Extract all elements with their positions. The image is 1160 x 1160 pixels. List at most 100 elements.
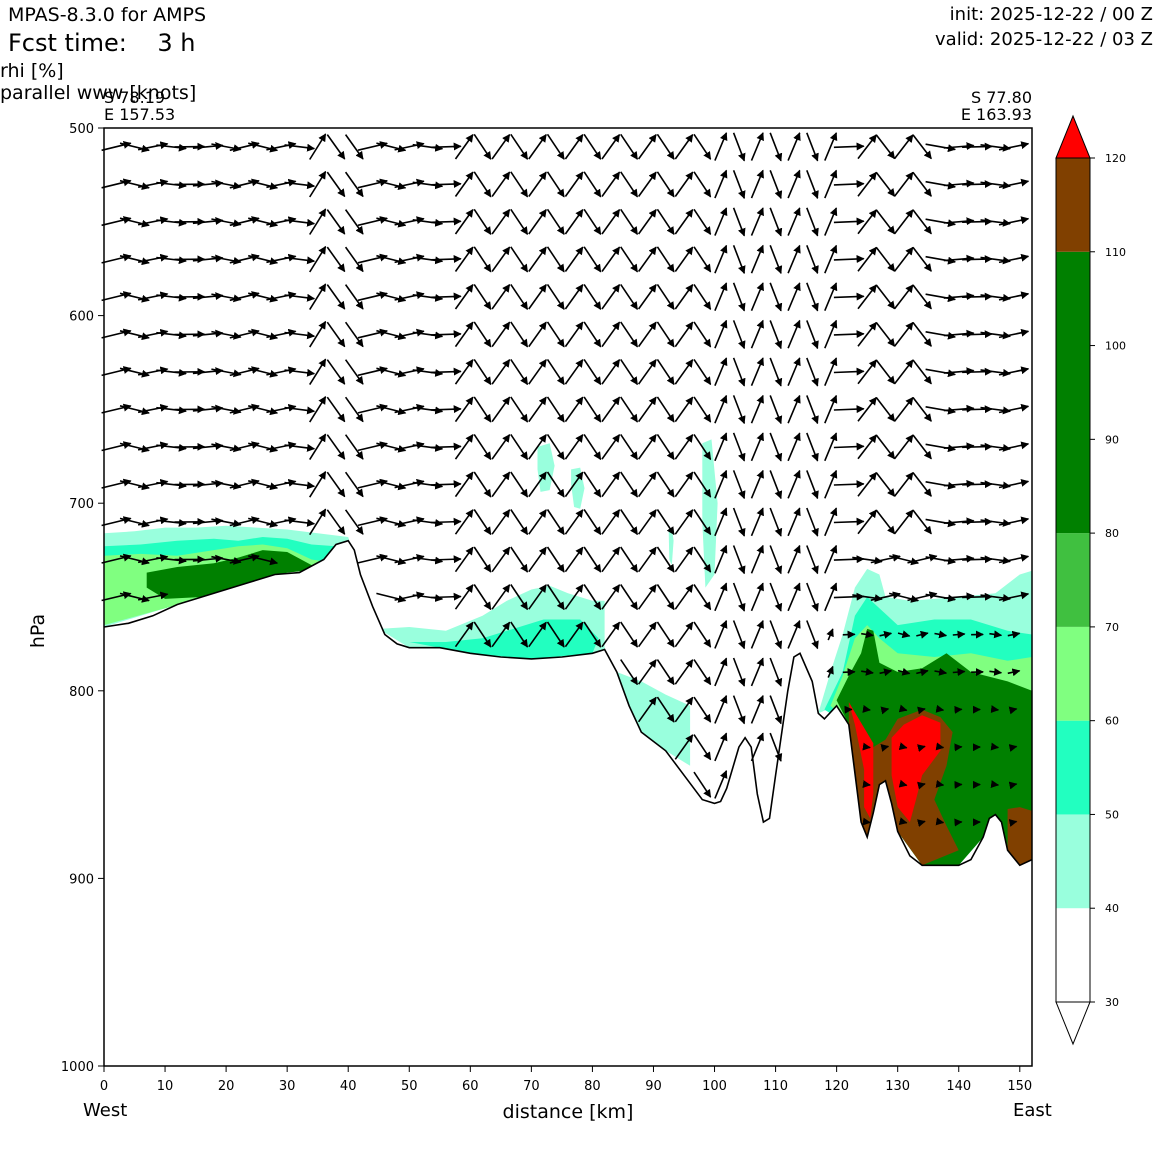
wind-vector [857,246,877,272]
wind-vector [528,396,547,423]
wind-vector [656,696,675,723]
y-tick-label: 900 [69,872,94,887]
wind-vector [674,133,694,160]
wind-vector [806,507,819,537]
wind-vector [583,471,602,498]
wind-vector [912,171,932,197]
wind-vector [473,471,492,498]
wind-vector [564,359,584,385]
wind-vector [412,143,444,152]
wind-vector [732,507,746,537]
valid-time: valid: 2025-12-22 / 03 Z [935,29,1153,50]
wind-vector [620,621,639,648]
wind-vector [1008,706,1018,715]
wind-vector [326,509,346,535]
wind-vector [824,244,838,274]
wind-vector [119,480,150,491]
wind-vector [637,546,657,573]
wind-vector [943,217,975,226]
wind-vector [284,181,316,190]
wind-vector [998,291,1030,301]
wind-vector [714,432,728,462]
wind-vector [714,169,728,199]
wind-vector [156,443,187,452]
colorbar-tick-label: 80 [1105,527,1119,540]
wind-vector [430,517,462,526]
wind-vector [935,817,945,826]
wind-vector [806,282,819,312]
wind-vector [732,132,746,162]
wind-vector [693,471,712,498]
wind-vector [528,283,547,310]
wind-vector [787,432,801,462]
wind-vector [601,584,621,610]
wind-vector [857,359,877,385]
wind-vector [714,694,728,724]
wind-vector [674,246,694,272]
wind-vector [943,254,975,263]
wind-vector [394,553,425,564]
x-tick-label: 110 [763,1079,788,1094]
wind-vector [732,470,746,500]
rhi-contour-40-10 [668,527,674,566]
wind-vector [875,322,896,347]
wind-vector [925,518,956,528]
wind-vector [714,469,728,499]
wind-vector [528,509,547,535]
x-tick-label: 20 [218,1079,235,1094]
wind-vector [787,469,801,499]
wind-vector [925,143,956,153]
wind-vector [637,509,657,535]
wind-vector [491,584,511,610]
wind-vector [769,132,783,162]
wind-vector [601,246,621,272]
x-tick-label: 120 [824,1079,849,1094]
wind-vector [943,329,975,338]
wind-vector [284,143,316,152]
wind-vector [912,134,932,160]
wind-vector [528,584,547,610]
wind-vector [824,394,838,424]
wind-vector [119,517,150,528]
wind-vector [156,368,187,377]
wind-vector [806,545,819,575]
wind-vector [824,169,838,199]
wind-vector [769,732,783,762]
wind-vector [137,328,169,339]
wind-vector [962,180,993,189]
wind-vector [656,133,675,160]
colorbar-swatch [1056,251,1090,534]
wind-vector [880,744,890,752]
wind-vector [833,292,865,301]
x-tick-label: 90 [645,1079,662,1094]
wind-vector [787,244,801,274]
wind-vector [824,507,838,537]
wind-vector [248,442,279,453]
wind-vector [546,358,565,386]
wind-vector [998,366,1030,376]
wind-vector [806,132,819,162]
wind-vector [907,553,938,564]
wind-vector [732,545,746,575]
wind-vector [861,630,874,639]
wind-vector [620,208,639,235]
wind-vector [546,621,565,648]
wind-vector [248,330,279,341]
wind-vector [750,657,764,687]
wind-vector [674,359,694,385]
wind-vector [674,584,694,610]
wind-vector [309,396,327,423]
wind-vector [833,254,865,263]
x-axis: 0 10 20 30 40 50 60 70 80 90 100 110 120 130 140 150 [100,1066,1032,1094]
wind-vector [284,443,316,452]
wind-vector [952,630,966,639]
wind-vector [787,282,801,312]
wind-vector [875,359,896,385]
wind-vector [473,358,492,386]
wind-vector [637,621,657,648]
wind-vector [893,434,914,460]
wind-vector [394,516,425,526]
wind-vector [156,218,187,227]
wind-vector [656,358,675,386]
wind-vector [430,480,462,489]
